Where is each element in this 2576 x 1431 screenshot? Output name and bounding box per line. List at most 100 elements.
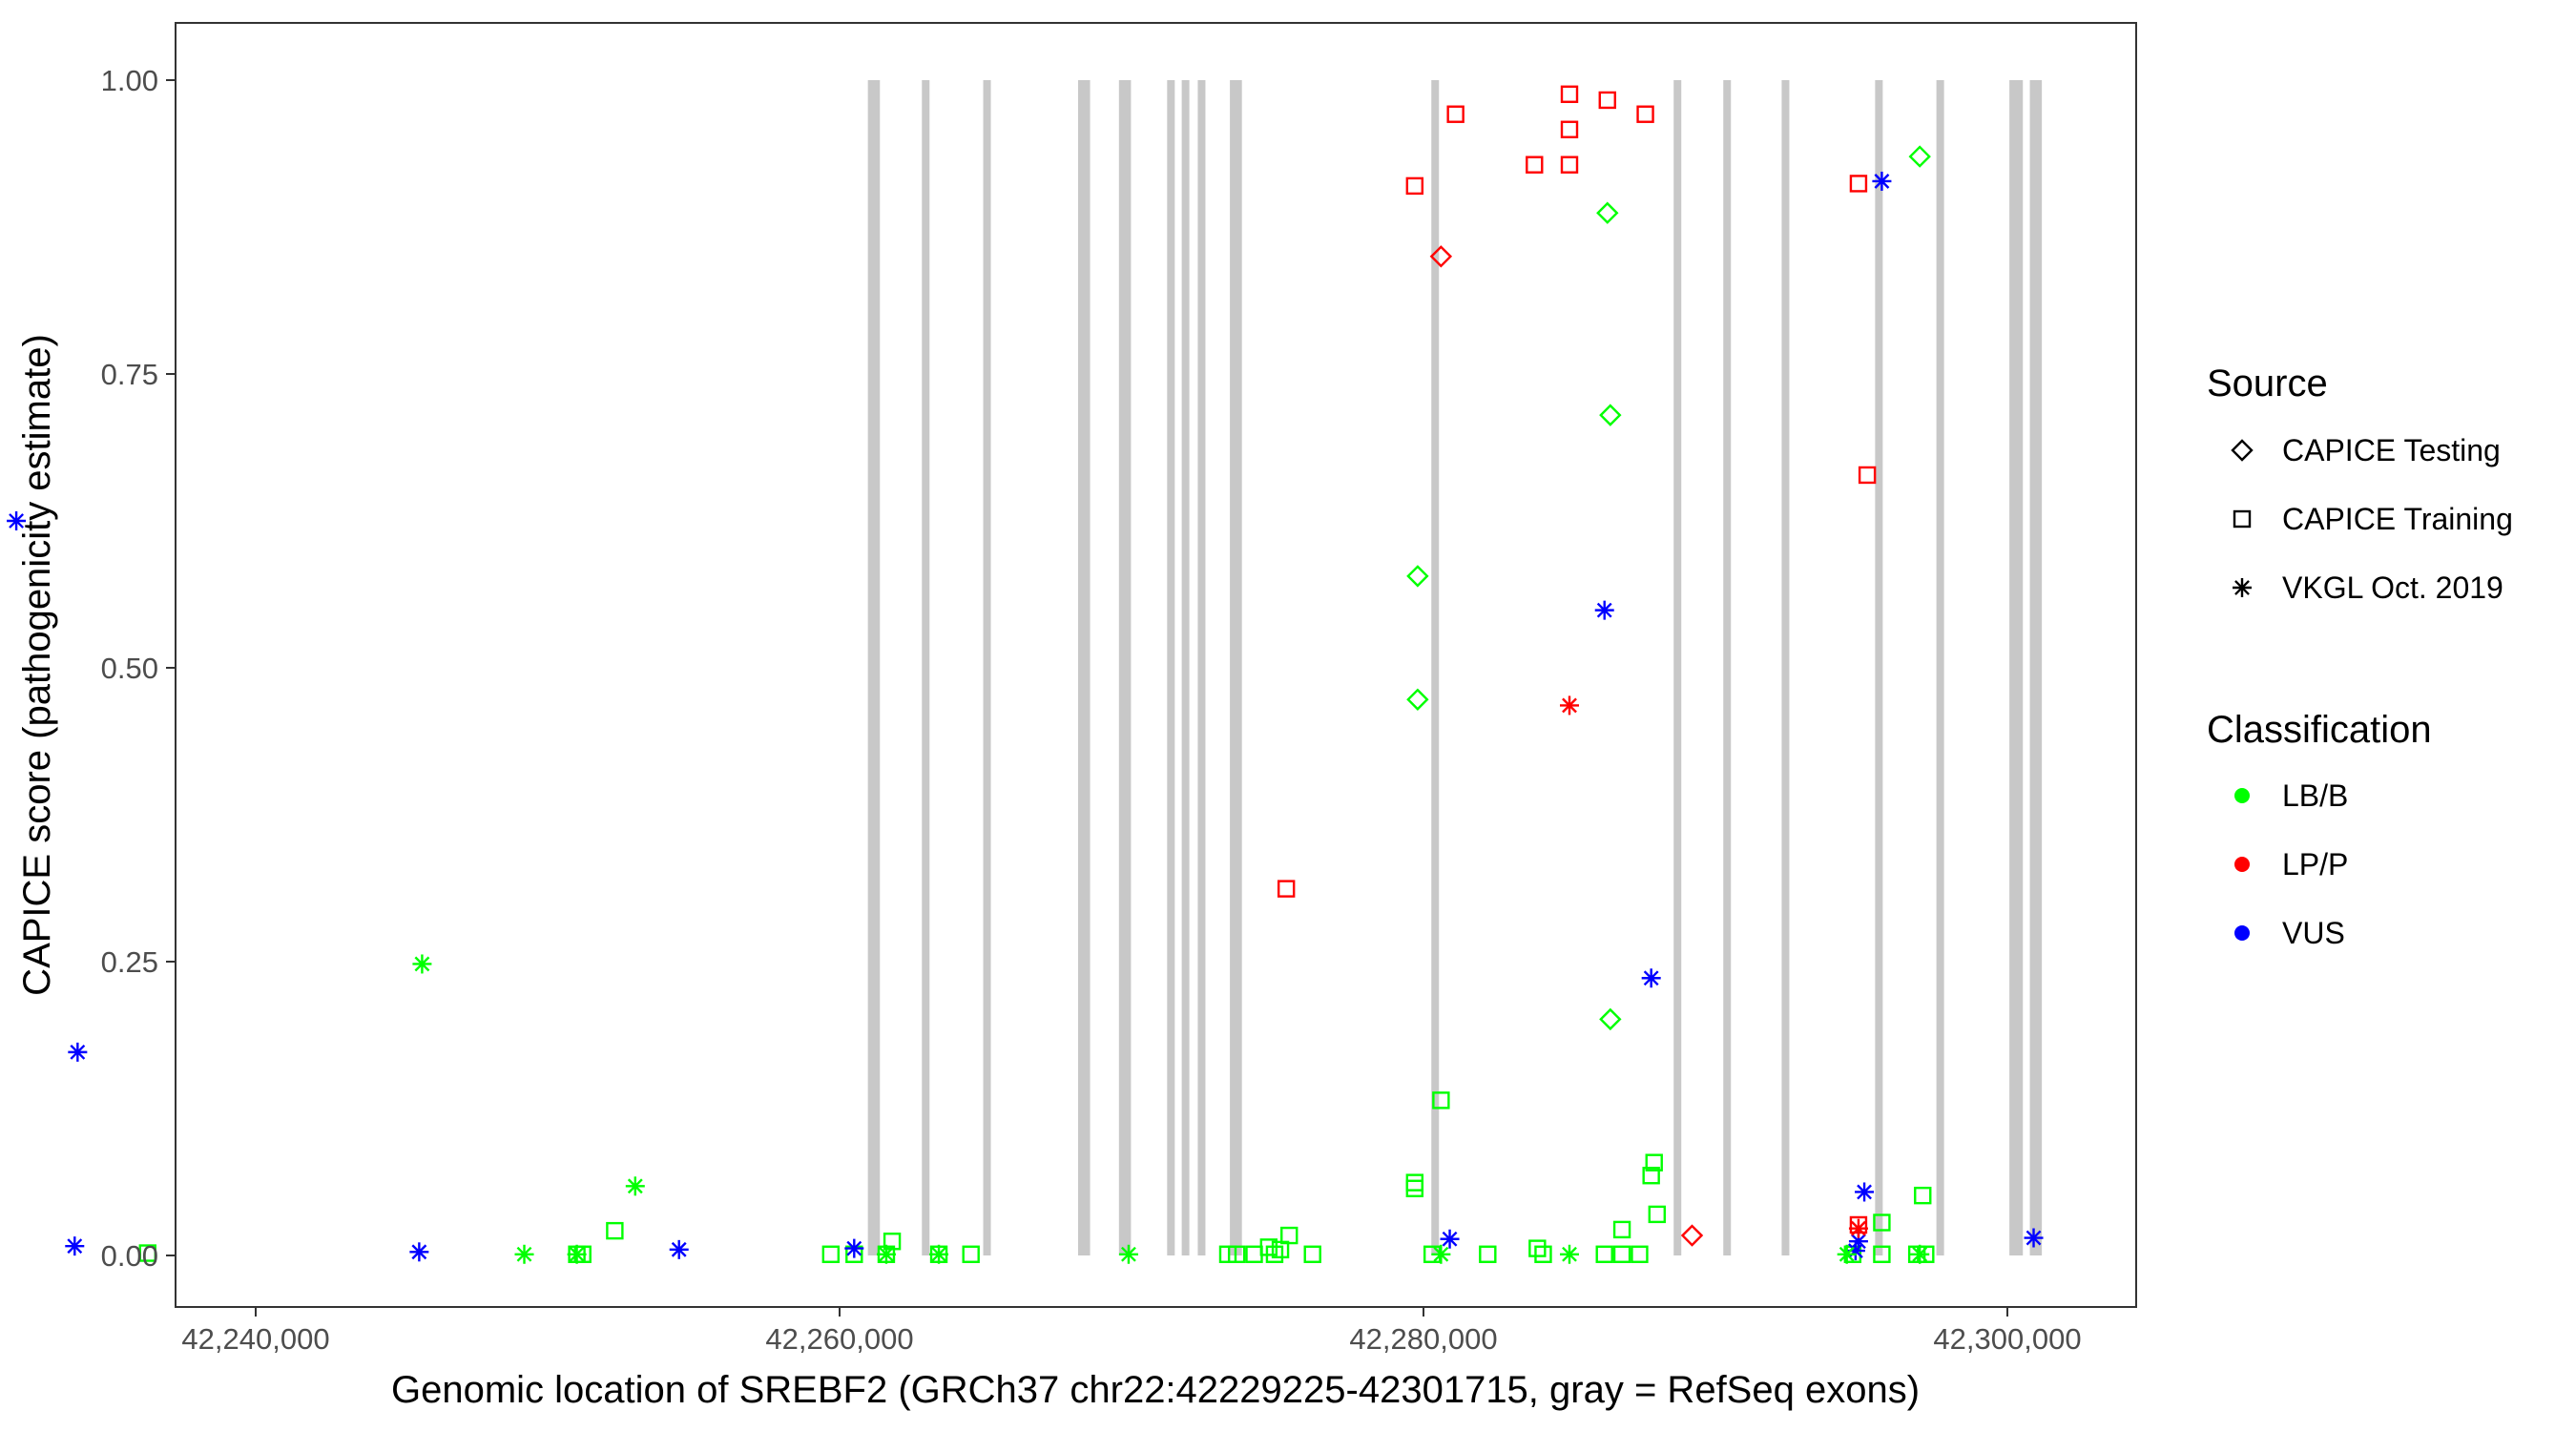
x-tick-label: 42,240,000	[181, 1322, 329, 1356]
exon-band	[1875, 80, 1883, 1255]
exon-band	[1082, 80, 1091, 1255]
data-point-asterisk	[1910, 1244, 1930, 1264]
series-asterisk-vus	[7, 171, 2044, 1262]
y-axis: 0.00 0.25 0.50 0.75 1.00	[101, 64, 176, 1273]
data-point-diamond	[1680, 1224, 1704, 1247]
data-point-square	[1631, 1245, 1649, 1263]
data-point-asterisk	[567, 1244, 587, 1264]
data-point-square	[1245, 1245, 1263, 1263]
data-point-asterisk	[412, 954, 432, 974]
exon-band	[1167, 80, 1175, 1255]
data-point-diamond	[1599, 404, 1622, 426]
data-point-diamond	[1406, 688, 1429, 711]
legend-key-color	[2234, 857, 2250, 872]
data-point-square	[1648, 1205, 1667, 1224]
y-tick-label: 0.25	[101, 945, 158, 979]
data-point-square	[1528, 1239, 1547, 1257]
exon-band	[983, 80, 991, 1255]
exon-band	[2009, 80, 2018, 1255]
exon-band	[2029, 80, 2038, 1255]
exon-band	[1118, 80, 1127, 1255]
data-point-diamond	[1429, 245, 1453, 268]
data-point-square	[1405, 1179, 1424, 1197]
y-tick-label: 0.75	[101, 358, 158, 391]
data-point-square	[1560, 120, 1579, 138]
data-point-square	[1598, 91, 1616, 110]
data-point-square	[1303, 1245, 1321, 1263]
series-asterisk-lb-b	[412, 954, 1930, 1264]
exon-band	[1673, 80, 1682, 1255]
exon-band	[1123, 80, 1132, 1255]
series-diamond-lp-p	[1429, 245, 1704, 1247]
legend-label-source: VKGL Oct. 2019	[2282, 570, 2503, 605]
legend-key-color	[2234, 925, 2250, 941]
data-point-square	[1595, 1245, 1613, 1263]
series-square-lp-p	[1277, 85, 1877, 1234]
data-point-square	[1446, 105, 1465, 123]
data-point-asterisk	[1560, 695, 1579, 716]
data-point-square	[1265, 1245, 1284, 1263]
data-point-square	[1479, 1245, 1497, 1263]
data-point-asterisk	[929, 1244, 949, 1264]
exon-band	[1230, 80, 1238, 1255]
x-axis: 42,240,000 42,260,000 42,280,000 42,300,000	[181, 1307, 2082, 1356]
data-point-asterisk	[65, 1236, 85, 1256]
exon-band	[1181, 80, 1190, 1255]
legend-label-source: CAPICE Testing	[2282, 433, 2501, 467]
legend-label-source: CAPICE Training	[2282, 502, 2513, 536]
legend: Source Classification CAPICE Testing CAPI…	[2207, 363, 2513, 950]
exon-band	[872, 80, 881, 1255]
y-tick-label: 0.00	[101, 1239, 158, 1273]
x-axis-title: Genomic location of SREBF2 (GRCh37 chr22…	[391, 1369, 1920, 1411]
data-point-asterisk	[1560, 1244, 1579, 1264]
data-point-square	[1849, 175, 1868, 193]
data-point-asterisk	[876, 1244, 896, 1264]
data-point-asterisk	[669, 1239, 689, 1259]
data-point-square	[1526, 156, 1544, 174]
data-point-square	[138, 1244, 156, 1262]
data-point-square	[1612, 1245, 1631, 1263]
legend-title-classification: Classification	[2207, 709, 2432, 751]
data-point-square	[1858, 466, 1877, 485]
data-point-asterisk	[1118, 1244, 1138, 1264]
exon-band	[1723, 80, 1732, 1255]
exon-band	[1234, 80, 1242, 1255]
data-point-square	[1534, 1245, 1552, 1263]
y-tick-label: 0.50	[101, 652, 158, 685]
data-point-square	[1432, 1091, 1450, 1110]
data-point-asterisk	[68, 1042, 88, 1062]
data-point-asterisk	[1440, 1229, 1460, 1249]
exon-bands	[867, 80, 2043, 1255]
data-point-asterisk	[2024, 1228, 2044, 1248]
legend-label-classification: VUS	[2282, 916, 2345, 950]
legend-key-diamond	[2231, 439, 2254, 462]
data-point-square	[1271, 1240, 1290, 1259]
series-asterisk-lp-p	[1560, 695, 1868, 1238]
exon-band	[1077, 80, 1086, 1255]
legend-title-source: Source	[2207, 363, 2328, 404]
exon-band	[1936, 80, 1944, 1255]
data-point-asterisk	[1837, 1244, 1857, 1264]
data-point-diamond	[1596, 201, 1619, 224]
data-point-square	[1405, 176, 1424, 196]
data-point-asterisk	[514, 1244, 534, 1264]
data-point-asterisk	[1431, 1244, 1451, 1264]
legend-key-square	[2233, 509, 2252, 529]
data-point-square	[1560, 156, 1579, 174]
legend-label-classification: LB/B	[2282, 778, 2348, 813]
data-point-square	[1873, 1213, 1891, 1232]
data-point-asterisk	[1855, 1182, 1875, 1202]
data-point-square	[1560, 85, 1579, 103]
data-point-asterisk	[625, 1176, 645, 1196]
x-tick-label: 42,260,000	[765, 1322, 913, 1356]
data-point-square	[606, 1221, 624, 1240]
legend-label-classification: LP/P	[2282, 847, 2348, 881]
x-tick-label: 42,300,000	[1933, 1322, 2081, 1356]
data-point-square	[1636, 105, 1654, 123]
data-point-asterisk	[1872, 171, 1892, 191]
data-point-asterisk	[7, 511, 27, 530]
data-point-square	[1873, 1245, 1891, 1263]
data-points	[7, 85, 2044, 1264]
